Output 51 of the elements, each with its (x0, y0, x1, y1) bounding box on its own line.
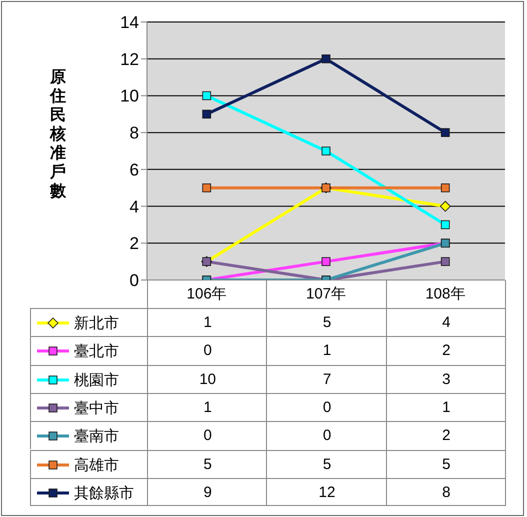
y-tick-label: 2 (130, 234, 139, 254)
data-label: 3 (441, 370, 452, 388)
data-label: 1 (441, 398, 452, 416)
point (322, 257, 330, 266)
point (440, 257, 450, 266)
y-tick-label: 10 (120, 86, 139, 106)
x-tick-label: 106年 (186, 286, 227, 303)
data-label: 5 (322, 456, 332, 472)
legend-label: 臺北市 (74, 342, 119, 362)
y-tick-label: 14 (120, 13, 139, 32)
point (322, 54, 330, 64)
legend-label: 臺中市 (74, 398, 119, 418)
data-label: 2 (441, 342, 452, 360)
y-axis-title: 原住民核准戶數 (49, 68, 67, 201)
y-tick-label: 0 (130, 271, 139, 290)
y-tick-label: 12 (120, 50, 139, 69)
data-label: 7 (322, 370, 332, 388)
data-label: 4 (441, 314, 452, 331)
x-tick-label: 107年 (306, 286, 346, 303)
data-label: 8 (441, 484, 452, 501)
data-label: 10 (198, 370, 217, 388)
data-label: 1 (322, 342, 332, 360)
data-label: 0 (202, 342, 213, 360)
data-label: 5 (322, 314, 332, 331)
data-label: 0 (202, 427, 213, 444)
legend-label: 高雄市 (74, 456, 119, 474)
data-label: 0 (322, 398, 332, 416)
legend-label: 其餘縣市 (74, 484, 134, 503)
data-label: 2 (441, 427, 452, 444)
legend-label: 桃園市 (74, 370, 119, 390)
point (322, 146, 330, 156)
data-label: 5 (441, 456, 452, 472)
point (202, 110, 212, 119)
y-tick-label: 8 (130, 124, 139, 143)
data-label: 1 (202, 398, 213, 416)
data-label: 5 (202, 456, 213, 472)
point (202, 183, 212, 192)
point (202, 91, 212, 100)
data-label: 1 (202, 314, 213, 331)
y-tick-label: 4 (130, 197, 139, 216)
point (440, 220, 450, 230)
point (440, 183, 450, 192)
legend-label: 臺南市 (74, 427, 119, 446)
x-tick-label: 108年 (425, 286, 466, 303)
y-tick-label: 6 (130, 160, 139, 180)
point (440, 128, 450, 137)
legend-label: 新北市 (74, 314, 119, 333)
data-label: 9 (202, 484, 213, 501)
point (440, 200, 451, 212)
data-label: 12 (318, 484, 336, 501)
data-label: 0 (322, 427, 332, 444)
